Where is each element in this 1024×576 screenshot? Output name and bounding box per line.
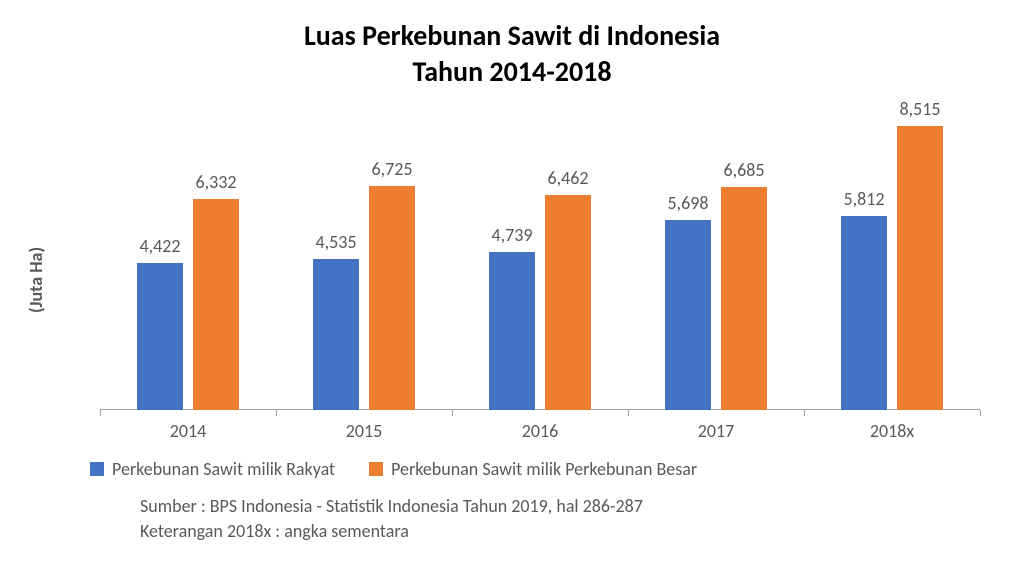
legend-swatch: [90, 462, 104, 476]
bar: [369, 186, 415, 410]
category-label: 2015: [276, 420, 452, 442]
bar: [193, 199, 239, 410]
bar-value-label: 4,422: [120, 235, 200, 257]
bar-value-label: 8,515: [880, 98, 960, 120]
category-label: 2018x: [804, 420, 980, 442]
note-line: Keterangan 2018x : angka sementara: [140, 519, 643, 544]
category-label: 2017: [628, 420, 804, 442]
axis-tick: [804, 410, 805, 416]
axis-tick: [628, 410, 629, 416]
legend-item: Perkebunan Sawit milik Perkebunan Besar: [369, 458, 697, 480]
chart-title-line2: Tahun 2014-2018: [0, 54, 1024, 89]
legend-swatch: [369, 462, 383, 476]
bar-value-label: 4,739: [472, 224, 552, 246]
bar: [841, 216, 887, 410]
axis-tick: [980, 410, 981, 416]
bar-value-label: 6,685: [704, 159, 784, 181]
category-label-row: 20142015201620172018x: [100, 420, 980, 444]
bar: [545, 195, 591, 410]
note-line: Sumber : BPS Indonesia - Statistik Indon…: [140, 494, 643, 519]
axis-tick: [452, 410, 453, 416]
chart-title-line1: Luas Perkebunan Sawit di Indonesia: [0, 18, 1024, 53]
notes: Sumber : BPS Indonesia - Statistik Indon…: [140, 494, 643, 544]
plot-area: 4,422 6,332 4,535 6,725 4,739 6,462 5,698 6,685…: [100, 110, 980, 410]
bar: [665, 220, 711, 410]
bar-value-label: 4,535: [296, 231, 376, 253]
category-label: 2016: [452, 420, 628, 442]
chart-container: Luas Perkebunan Sawit di Indonesia Tahun…: [0, 0, 1024, 576]
legend-label: Perkebunan Sawit milik Rakyat: [112, 458, 335, 480]
bar: [313, 259, 359, 410]
axis-tick: [276, 410, 277, 416]
y-axis-label: (Juta Ha): [25, 247, 47, 313]
bar-value-label: 5,698: [648, 192, 728, 214]
legend: Perkebunan Sawit milik Rakyat Perkebunan …: [90, 458, 970, 480]
legend-label: Perkebunan Sawit milik Perkebunan Besar: [391, 458, 697, 480]
bar-value-label: 6,462: [528, 167, 608, 189]
bar: [489, 252, 535, 410]
bar-value-label: 6,725: [352, 158, 432, 180]
category-label: 2014: [100, 420, 276, 442]
bar: [137, 263, 183, 410]
axis-tick: [100, 410, 101, 416]
bar: [897, 126, 943, 410]
bar-value-label: 5,812: [824, 188, 904, 210]
bar: [721, 187, 767, 410]
legend-item: Perkebunan Sawit milik Rakyat: [90, 458, 335, 480]
bar-value-label: 6,332: [176, 171, 256, 193]
